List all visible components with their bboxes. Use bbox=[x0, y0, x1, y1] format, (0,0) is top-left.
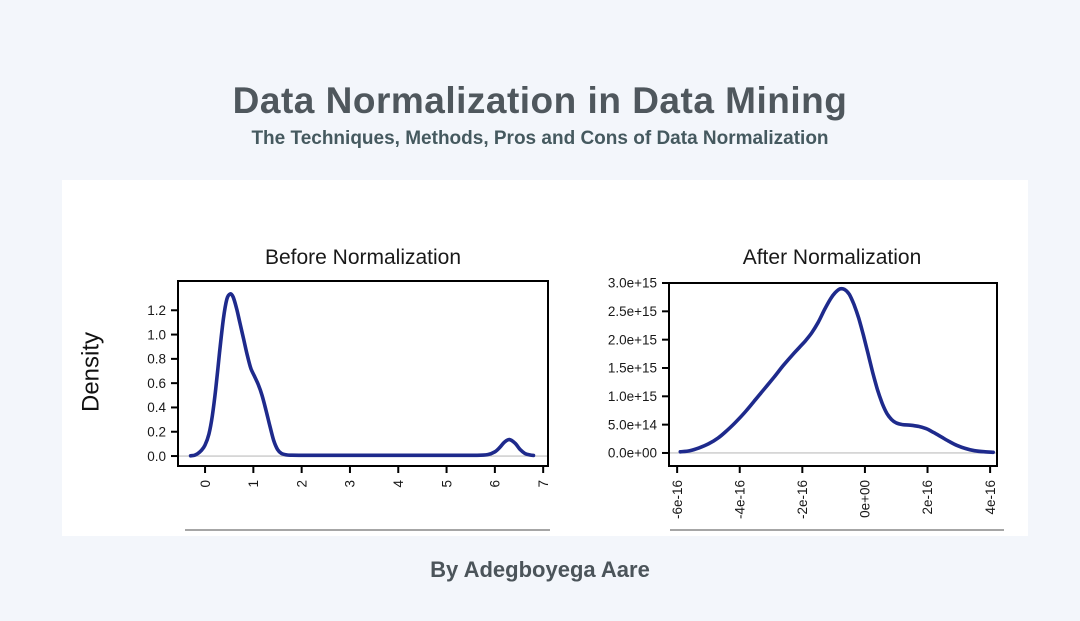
page-subtitle: The Techniques, Methods, Pros and Cons o… bbox=[251, 128, 829, 149]
charts-card: Before Normalization 0.0 0.2 0.4 0.6 0.8 1.0 1.… bbox=[62, 180, 1028, 536]
y-axis-label: Density bbox=[77, 332, 104, 412]
x-tick-label: 6 bbox=[488, 480, 503, 488]
y-tick-label: 1.0 bbox=[147, 327, 166, 342]
x-tick-label: -2e-16 bbox=[795, 480, 810, 519]
y-tick-label: 1.0e+15 bbox=[608, 389, 657, 404]
y-tick-label: 2.5e+15 bbox=[608, 304, 657, 319]
page-title: Data Normalization in Data Mining bbox=[232, 80, 848, 121]
divider-left bbox=[185, 529, 550, 531]
y-tick-label: 1.5e+15 bbox=[608, 361, 657, 376]
density-curve bbox=[188, 292, 536, 458]
density-curve bbox=[678, 286, 995, 455]
x-tick-label: 1 bbox=[246, 480, 261, 488]
chart-title: After Normalization bbox=[743, 246, 922, 269]
x-tick-label: -4e-16 bbox=[732, 480, 747, 519]
x-tick-label: 2 bbox=[294, 480, 309, 488]
density-after-normalization: After Normalization 0.0e+00 5.0e+14 1.0e+15… bbox=[608, 246, 998, 519]
x-tick-label: 4 bbox=[391, 480, 406, 488]
x-tick-label: 0e+00 bbox=[858, 480, 873, 518]
x-tick-label: 5 bbox=[439, 480, 454, 488]
y-tick-label: 0.2 bbox=[147, 424, 166, 439]
plot-box bbox=[668, 282, 998, 467]
y-tick-label: 0.0 bbox=[147, 449, 166, 464]
y-tick-label: 0.4 bbox=[147, 400, 166, 415]
x-tick-label: 7 bbox=[536, 480, 551, 488]
plot-box bbox=[177, 280, 549, 467]
y-tick-label: 0.8 bbox=[147, 352, 166, 367]
chart-before-normalization: Before Normalization 0.0 0.2 0.4 0.6 0.8 1.0 1.… bbox=[62, 180, 560, 536]
x-tick-label: -6e-16 bbox=[670, 480, 685, 519]
chart-title: Before Normalization bbox=[265, 246, 461, 269]
y-tick-label: 0.6 bbox=[147, 376, 166, 391]
y-tick-label: 2.0e+15 bbox=[608, 332, 657, 347]
byline: By Adegboyega Aare bbox=[430, 557, 650, 582]
x-tick-label: 0 bbox=[198, 480, 213, 488]
y-tick-label: 3.0e+15 bbox=[608, 276, 657, 291]
x-tick-label: 4e-16 bbox=[983, 480, 998, 515]
y-tick-label: 5.0e+14 bbox=[608, 417, 658, 432]
chart-after-normalization: After Normalization 0.0e+00 5.0e+14 1.0e+15… bbox=[560, 180, 1030, 536]
density-before-normalization: Before Normalization 0.0 0.2 0.4 0.6 0.8 1.0 1.… bbox=[77, 246, 551, 488]
x-tick-label: 3 bbox=[343, 480, 358, 488]
x-tick-label: 2e-16 bbox=[920, 480, 935, 515]
y-tick-label: 0.0e+00 bbox=[608, 446, 657, 461]
y-tick-label: 1.2 bbox=[147, 303, 166, 318]
divider-right bbox=[670, 529, 1004, 531]
